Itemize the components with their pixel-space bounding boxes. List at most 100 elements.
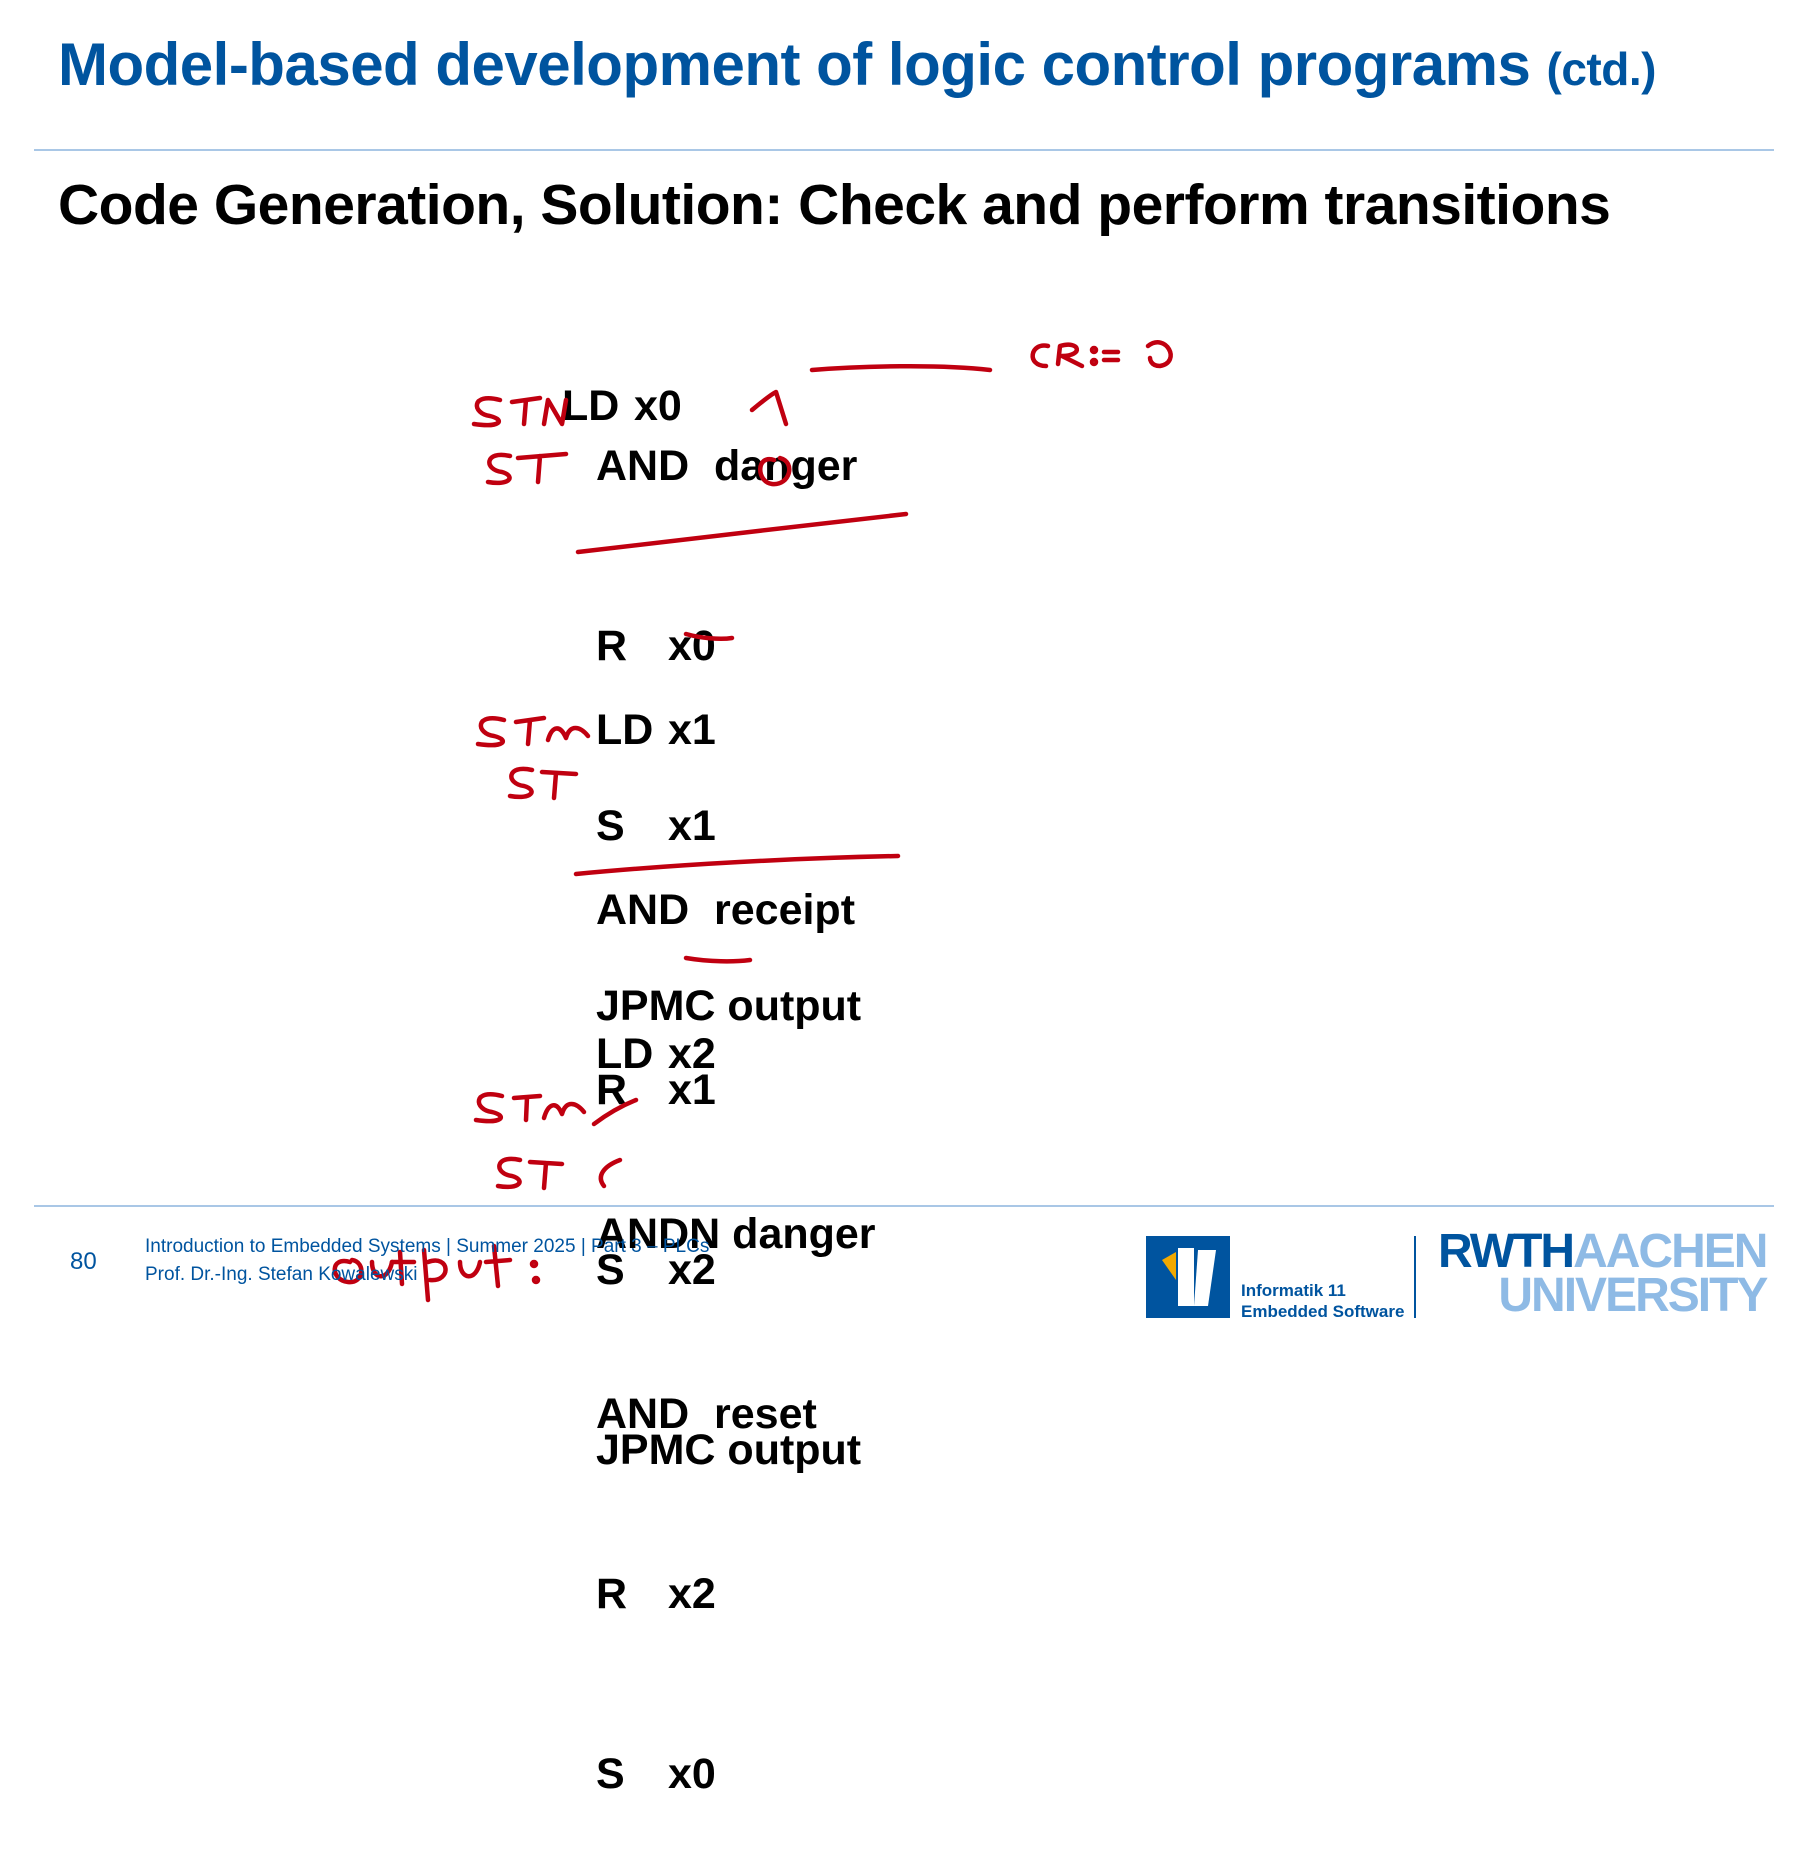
ink-output — [483, 1243, 513, 1289]
page-number: 80 — [70, 1248, 97, 1275]
code-line: AND reset — [596, 1384, 876, 1444]
code-op: R — [596, 1570, 628, 1618]
ink-output — [457, 1259, 483, 1279]
code-arg: receipt — [714, 886, 856, 934]
subtitle-prefix: Code Generation, Solution: — [58, 173, 799, 237]
ink-underline-x2 — [683, 955, 753, 964]
ink-st — [507, 766, 535, 800]
title-divider — [34, 149, 1774, 151]
rwth-logo-aachen: AACHEN — [1573, 1225, 1768, 1278]
code-arg: x0 — [668, 1750, 716, 1798]
footer-info: Introduction to Embedded Systems | Summe… — [145, 1233, 709, 1289]
code-op: AND — [596, 1390, 690, 1438]
ink-output — [531, 1275, 541, 1285]
code-arg: x0 — [668, 622, 716, 670]
ink-st — [485, 452, 513, 486]
ink-one — [749, 389, 789, 427]
code-op: JPMC — [596, 982, 716, 1030]
code-line: LD x1 — [596, 700, 861, 760]
ink-output — [369, 1259, 395, 1279]
code-op: S — [596, 1246, 625, 1294]
ink-st — [515, 451, 569, 485]
code-op: LD — [596, 1030, 654, 1078]
ink-output — [421, 1247, 448, 1303]
code-arg: x2 — [668, 1246, 716, 1294]
informatik11-logo-icon — [1146, 1236, 1230, 1318]
code-arg: x2 — [668, 1030, 716, 1078]
code-arg: x1 — [668, 802, 716, 850]
subtitle-emphasis: Check and perform transitions — [798, 173, 1611, 237]
institute-line-1: Informatik 11 — [1241, 1281, 1346, 1300]
code-arg: danger — [732, 1210, 876, 1258]
ink-cross-r — [591, 1097, 639, 1127]
ink-st — [495, 1156, 523, 1190]
code-line: ANDN danger — [596, 1204, 876, 1264]
footer-author: Prof. Dr.-Ing. Stefan Kowalewski — [145, 1264, 418, 1285]
code-op: AND — [596, 886, 690, 934]
ink-output — [389, 1249, 417, 1287]
code-op: LD — [596, 706, 654, 754]
rwth-logo: RWTHAACHEN UNIVERSITY — [1438, 1228, 1768, 1322]
ink-stn — [513, 715, 547, 747]
ink-stn — [509, 395, 543, 427]
ink-st — [527, 1159, 565, 1191]
ink-stn — [475, 716, 507, 748]
footer-course: Introduction to Embedded Systems | Summe… — [145, 1236, 710, 1257]
code-op: ANDN — [596, 1210, 721, 1258]
code-line: LD x2 — [596, 1024, 876, 1084]
slide-title: Model-based development of logic control… — [58, 30, 1656, 99]
ink-cr — [1030, 343, 1051, 369]
code-op: R — [596, 622, 628, 670]
ink-output — [529, 1259, 539, 1269]
code-block-1: LD x0 — [562, 256, 682, 496]
ink-stn — [541, 397, 569, 427]
code-arg: reset — [714, 1390, 817, 1438]
code-line: AND receipt — [596, 880, 861, 940]
code-arg: output — [727, 982, 862, 1030]
code-line: JPMC output — [596, 976, 861, 1036]
code-line: LD x0 — [562, 376, 682, 436]
code-arg: x1 — [668, 1066, 716, 1114]
slide-subtitle: Code Generation, Solution: Check and per… — [58, 172, 1611, 238]
institute-line-2: Embedded Software — [1241, 1302, 1405, 1321]
code-arg: x2 — [668, 1570, 716, 1618]
ink-cr — [1089, 357, 1099, 367]
slide-title-main: Model-based development of logic control… — [58, 31, 1531, 98]
code-op: S — [596, 802, 625, 850]
code-op: AND — [596, 442, 690, 490]
code-arg: x0 — [634, 382, 682, 430]
ink-zero — [758, 455, 792, 487]
slide-title-suffix: (ctd.) — [1546, 43, 1657, 95]
ink-output — [332, 1257, 364, 1285]
ink-stn — [471, 396, 503, 428]
institute-name: Informatik 11 Embedded Software — [1241, 1280, 1404, 1322]
ink-strike-2 — [573, 853, 901, 877]
ink-stn — [541, 1101, 587, 1121]
handwritten-annotations — [332, 340, 1173, 1303]
ink-underline-danger — [809, 363, 993, 373]
ink-stn — [473, 1092, 505, 1124]
ink-cr — [1101, 349, 1121, 363]
code-op: LD — [562, 382, 620, 430]
ink-cr — [1145, 340, 1173, 369]
logo-separator — [1414, 1236, 1416, 1318]
ink-cross-s — [598, 1157, 623, 1189]
ink-cr — [1089, 345, 1099, 355]
footer-divider — [34, 1205, 1774, 1207]
code-op: S — [596, 1750, 625, 1798]
ink-strike-1 — [575, 511, 909, 555]
code-arg: x1 — [668, 706, 716, 754]
ink-stn — [511, 1093, 543, 1123]
ink-st — [539, 769, 579, 801]
rwth-logo-university: UNIVERSITY — [1498, 1269, 1768, 1322]
ink-cr — [1055, 342, 1085, 369]
ink-stn — [545, 725, 591, 743]
ink-underline-x1 — [683, 631, 735, 642]
rwth-logo-rwth: RWTH — [1438, 1225, 1575, 1278]
